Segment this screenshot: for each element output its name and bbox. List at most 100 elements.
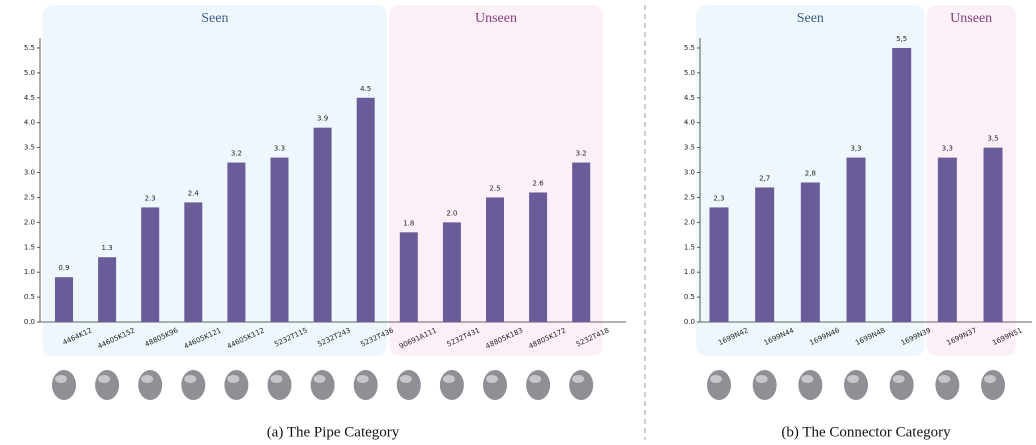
value-label: 2,7 xyxy=(759,174,770,182)
icon-highlight xyxy=(847,375,860,383)
region-label: Seen xyxy=(797,11,824,26)
y-tick-label: 1.5 xyxy=(24,243,35,251)
bar xyxy=(141,207,160,322)
value-label: 3.3 xyxy=(274,145,285,153)
part-icon xyxy=(439,370,464,400)
icon-body xyxy=(981,370,1006,400)
y-tick-label: 4.0 xyxy=(24,119,35,127)
value-label: 1.3 xyxy=(102,244,113,252)
bar xyxy=(937,157,957,322)
bar xyxy=(529,192,548,322)
bar xyxy=(800,182,820,322)
bar xyxy=(98,257,117,322)
icon-highlight xyxy=(442,375,455,383)
part-icon xyxy=(981,370,1006,400)
value-label: 1.8 xyxy=(403,219,414,227)
bar xyxy=(270,157,289,322)
value-label: 2.3 xyxy=(145,194,156,202)
y-tick-label: 5.0 xyxy=(684,69,695,77)
icon-body xyxy=(353,370,378,400)
y-tick-label: 2.5 xyxy=(24,193,35,201)
y-tick-label: 1.0 xyxy=(684,268,695,276)
bar xyxy=(227,162,246,322)
value-label: 2.6 xyxy=(533,179,545,187)
icon-highlight xyxy=(141,375,154,383)
value-label: 2,8 xyxy=(805,169,816,177)
icon-highlight xyxy=(572,375,585,383)
icon-highlight xyxy=(227,375,240,383)
icon-body xyxy=(798,370,823,400)
y-tick-label: 4.5 xyxy=(684,94,695,102)
y-tick-label: 5.5 xyxy=(24,44,35,52)
bar xyxy=(846,157,866,322)
value-label: 3,3 xyxy=(942,145,953,153)
region-background xyxy=(389,5,603,356)
part-icon xyxy=(353,370,378,400)
bar xyxy=(709,207,729,322)
part-icon xyxy=(224,370,249,400)
part-icon xyxy=(798,370,823,400)
y-tick-label: 0.5 xyxy=(684,293,695,301)
y-tick-label: 3.5 xyxy=(684,144,695,152)
y-tick-label: 1.0 xyxy=(24,268,35,276)
icon-body xyxy=(935,370,960,400)
y-tick-label: 1.5 xyxy=(684,243,695,251)
icon-body xyxy=(396,370,421,400)
bar xyxy=(442,222,461,322)
icon-body xyxy=(844,370,869,400)
y-tick-label: 0.0 xyxy=(684,318,695,326)
icon-highlight xyxy=(529,375,542,383)
value-label: 2.5 xyxy=(489,184,500,192)
y-tick-label: 5.5 xyxy=(684,44,695,52)
icon-body xyxy=(526,370,551,400)
part-icon xyxy=(526,370,551,400)
bar xyxy=(983,147,1003,322)
value-label: 2.0 xyxy=(446,209,457,217)
icon-body xyxy=(95,370,120,400)
caption: (b) The Connector Category xyxy=(781,424,951,440)
bar xyxy=(399,232,418,322)
region-label: Seen xyxy=(201,11,228,26)
part-icon xyxy=(310,370,335,400)
icon-highlight xyxy=(801,375,814,383)
part-icon xyxy=(95,370,120,400)
icon-body xyxy=(889,370,914,400)
bar xyxy=(755,187,775,322)
value-label: 3,3 xyxy=(850,145,861,153)
part-icon xyxy=(889,370,914,400)
y-tick-label: 3.5 xyxy=(24,144,35,152)
icon-body xyxy=(310,370,335,400)
bar xyxy=(313,127,332,323)
icon-highlight xyxy=(938,375,951,383)
icon-highlight xyxy=(356,375,369,383)
icon-highlight xyxy=(98,375,111,383)
bar xyxy=(356,97,375,322)
y-tick-label: 2.0 xyxy=(684,218,695,226)
value-label: 3,5 xyxy=(987,135,998,143)
value-label: 2.4 xyxy=(188,189,200,197)
value-label: 3.2 xyxy=(231,150,242,158)
bar xyxy=(892,47,912,323)
part-icon xyxy=(52,370,76,400)
icon-highlight xyxy=(755,375,768,383)
region-background xyxy=(696,5,925,356)
icon-highlight xyxy=(313,375,326,383)
bar xyxy=(184,202,203,322)
icon-body xyxy=(707,370,731,400)
icon-highlight xyxy=(892,375,905,383)
bar xyxy=(572,162,591,322)
icon-highlight xyxy=(184,375,197,383)
icon-body xyxy=(569,370,594,400)
part-icon xyxy=(267,370,292,400)
icon-body xyxy=(439,370,464,400)
y-tick-label: 2.0 xyxy=(24,218,35,226)
icon-highlight xyxy=(270,375,283,383)
icon-body xyxy=(181,370,206,400)
icon-highlight xyxy=(984,375,997,383)
part-icon xyxy=(396,370,421,400)
icon-highlight xyxy=(399,375,412,383)
bar xyxy=(55,277,73,322)
icon-body xyxy=(483,370,507,400)
icon-highlight xyxy=(55,375,67,383)
